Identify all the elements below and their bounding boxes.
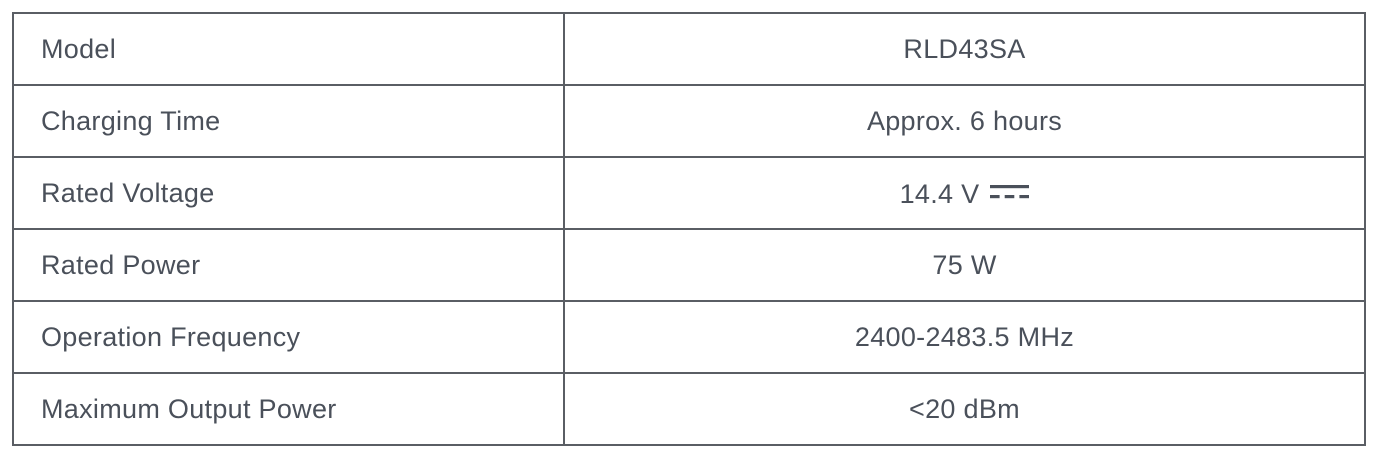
spec-label-operation-frequency: Operation Frequency xyxy=(12,300,565,374)
dc-voltage-icon xyxy=(990,176,1030,207)
table-row: Model RLD43SA xyxy=(12,12,1366,86)
table-row: Maximum Output Power <20 dBm xyxy=(12,372,1366,446)
spec-value-model: RLD43SA xyxy=(563,12,1366,86)
spec-label-charging-time: Charging Time xyxy=(12,84,565,158)
spec-value-rated-voltage: 14.4 V xyxy=(563,156,1366,230)
spec-table: Model RLD43SA Charging Time Approx. 6 ho… xyxy=(12,12,1366,446)
spec-label-model: Model xyxy=(12,12,565,86)
table-row: Rated Power 75 W xyxy=(12,228,1366,302)
table-row: Rated Voltage 14.4 V xyxy=(12,156,1366,230)
spec-label-rated-voltage: Rated Voltage xyxy=(12,156,565,230)
spec-label-maximum-output-power: Maximum Output Power xyxy=(12,372,565,446)
spec-value-charging-time: Approx. 6 hours xyxy=(563,84,1366,158)
spec-label-rated-power: Rated Power xyxy=(12,228,565,302)
rated-voltage-value: 14.4 V xyxy=(899,179,980,209)
table-row: Operation Frequency 2400-2483.5 MHz xyxy=(12,300,1366,374)
table-row: Charging Time Approx. 6 hours xyxy=(12,84,1366,158)
spec-value-operation-frequency: 2400-2483.5 MHz xyxy=(563,300,1366,374)
spec-value-maximum-output-power: <20 dBm xyxy=(563,372,1366,446)
spec-value-rated-power: 75 W xyxy=(563,228,1366,302)
